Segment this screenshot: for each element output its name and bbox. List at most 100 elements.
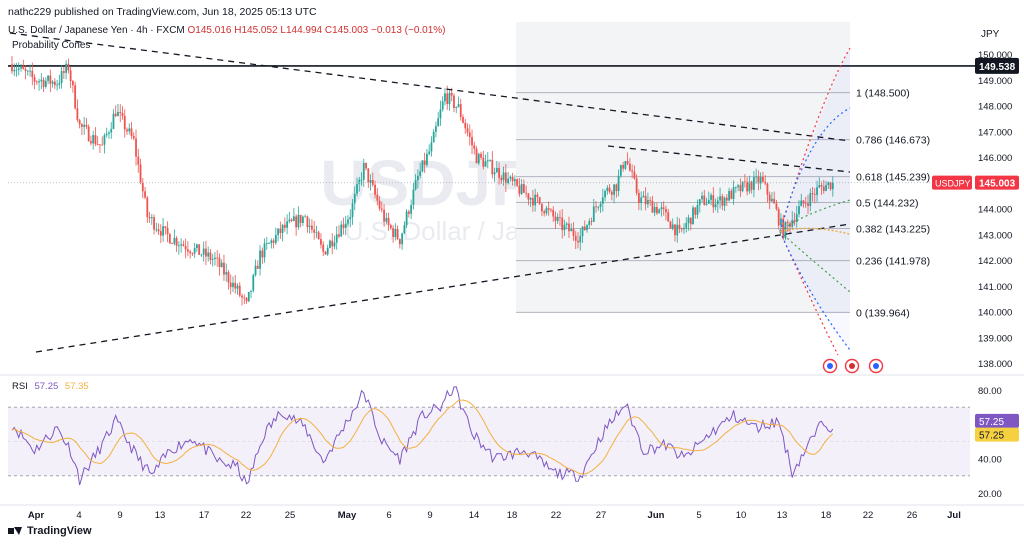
candle-body bbox=[694, 207, 697, 215]
candle-body bbox=[484, 161, 487, 167]
candle-body bbox=[746, 181, 749, 192]
candle-body bbox=[453, 95, 455, 108]
candle-body bbox=[437, 118, 440, 127]
candle-body bbox=[146, 197, 149, 217]
indicator-label[interactable]: Probability Cones bbox=[12, 40, 91, 51]
candle-body bbox=[51, 81, 54, 84]
candle-body bbox=[574, 235, 577, 241]
candle-body bbox=[577, 240, 579, 243]
candle-body bbox=[281, 224, 284, 233]
time-axis-label: 18 bbox=[821, 510, 832, 521]
candle-body bbox=[786, 222, 789, 224]
candle-body bbox=[775, 203, 778, 210]
rsi-badge bbox=[975, 413, 1019, 428]
candle-body bbox=[583, 226, 586, 230]
candle-body bbox=[493, 172, 496, 175]
candle-body bbox=[728, 190, 730, 201]
candle-body bbox=[640, 197, 643, 204]
candle-body bbox=[385, 217, 388, 222]
candle-body bbox=[667, 212, 670, 222]
candle-body bbox=[570, 229, 573, 232]
footer-brand[interactable]: TradingView bbox=[8, 525, 92, 537]
candle-body bbox=[365, 162, 367, 169]
candle-body bbox=[782, 218, 785, 239]
candle-body bbox=[184, 245, 187, 250]
candle-body bbox=[35, 81, 38, 83]
candle-body bbox=[500, 177, 503, 181]
candle-body bbox=[295, 216, 298, 228]
candle-body bbox=[175, 237, 178, 246]
time-axis-label: 25 bbox=[285, 510, 296, 521]
time-axis-label: 22 bbox=[551, 510, 562, 521]
candle-body bbox=[644, 195, 647, 205]
candle-body bbox=[407, 211, 410, 214]
candle-body bbox=[597, 206, 600, 208]
candle-body bbox=[435, 126, 437, 132]
candle-body bbox=[698, 199, 701, 206]
time-axis-label: 9 bbox=[117, 510, 122, 521]
candle-body bbox=[662, 207, 665, 210]
price-tick-label: 149.000 bbox=[978, 76, 1012, 87]
candle-body bbox=[504, 172, 507, 184]
candle-body bbox=[13, 69, 16, 72]
candle-body bbox=[387, 217, 390, 226]
fib-label: 0.786 (146.673) bbox=[856, 135, 930, 147]
candle-body bbox=[428, 151, 431, 154]
candle-body bbox=[290, 219, 293, 221]
candle-body bbox=[44, 80, 47, 87]
candle-body bbox=[247, 291, 250, 302]
candle-body bbox=[446, 93, 449, 104]
candle-body bbox=[58, 82, 61, 85]
time-axis-label: 17 bbox=[199, 510, 210, 521]
probability-cone-lower bbox=[779, 231, 851, 351]
candle-body bbox=[180, 244, 183, 246]
candle-body bbox=[31, 70, 34, 78]
candle-body bbox=[561, 217, 564, 231]
probability-cone-upper bbox=[779, 47, 851, 232]
candle-body bbox=[17, 68, 20, 70]
symbol-title[interactable]: U.S. Dollar / Japanese Yen · 4h · FXCM bbox=[8, 25, 185, 36]
candle-body bbox=[807, 203, 809, 206]
rsi-tick-label: 20.00 bbox=[978, 489, 1002, 500]
candle-body bbox=[829, 182, 832, 190]
candle-body bbox=[798, 206, 800, 215]
rsi-value: 57.25 bbox=[34, 381, 59, 392]
candle-body bbox=[658, 209, 661, 214]
rsi-tick-label: 40.00 bbox=[978, 455, 1002, 466]
candle-body bbox=[689, 217, 692, 225]
candle-body bbox=[268, 243, 270, 244]
currency-label: JPY bbox=[981, 29, 1000, 40]
rsi-ma-badge-label: 57.25 bbox=[979, 431, 1004, 442]
time-axis-label: 26 bbox=[907, 510, 918, 521]
candle-body bbox=[590, 221, 593, 222]
time-axis-label: Jun bbox=[648, 510, 665, 521]
candle-body bbox=[288, 219, 291, 222]
candle-body bbox=[725, 197, 728, 201]
candle-body bbox=[820, 185, 823, 187]
horizontal-line-badge-label: 149.538 bbox=[979, 62, 1016, 73]
candle-body bbox=[495, 168, 498, 173]
candle-body bbox=[112, 113, 115, 129]
candle-body bbox=[502, 172, 505, 181]
rsi-ma-value: 57.35 bbox=[64, 381, 89, 392]
price-tick-label: 144.000 bbox=[978, 205, 1012, 216]
rsi-title[interactable]: RSI 57.25 57.35 bbox=[12, 381, 89, 392]
candle-body bbox=[423, 160, 426, 165]
candle-body bbox=[475, 148, 478, 164]
candle-body bbox=[243, 297, 246, 299]
rsi-tick-label: 80.00 bbox=[978, 386, 1002, 397]
candle-body bbox=[317, 232, 320, 240]
candle-body bbox=[40, 79, 43, 82]
candle-body bbox=[642, 195, 645, 198]
rsi-ma-badge bbox=[975, 427, 1019, 442]
candle-body bbox=[49, 75, 52, 84]
price-tick-label: 139.000 bbox=[978, 333, 1012, 344]
candle-body bbox=[592, 206, 595, 222]
candle-body bbox=[119, 111, 122, 114]
price-tick-label: 141.000 bbox=[978, 282, 1012, 293]
candle-body bbox=[712, 195, 715, 208]
time-axis-label: 5 bbox=[696, 510, 701, 521]
candle-body bbox=[714, 204, 717, 208]
candle-body bbox=[793, 220, 796, 222]
